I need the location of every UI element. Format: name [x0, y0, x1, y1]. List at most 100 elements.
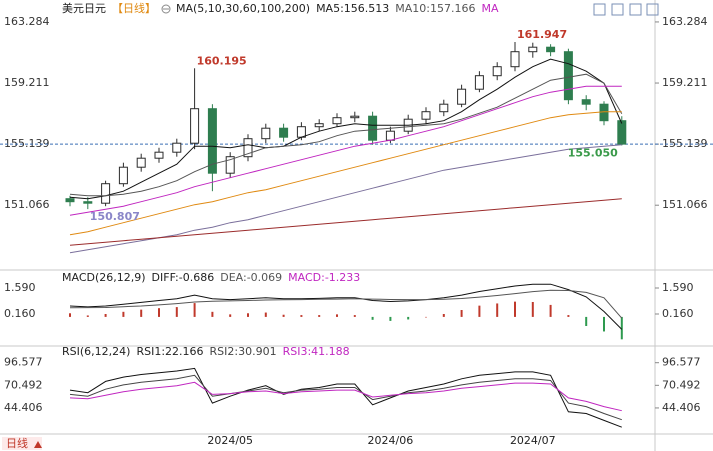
- candle-body: [563, 51, 573, 101]
- candle-body: [368, 115, 378, 141]
- macd-bar: [442, 314, 445, 317]
- y-tick-label: 44.406: [662, 401, 701, 414]
- macd-bar: [122, 311, 125, 317]
- macd-bar: [514, 301, 516, 317]
- macd-bar: [460, 310, 463, 317]
- macd-bar: [229, 314, 232, 317]
- legend-entry: MA: [482, 2, 499, 15]
- macd-bar: [193, 303, 196, 317]
- candle-body: [279, 127, 289, 138]
- macd-bar: [336, 314, 338, 317]
- icon[interactable]: [629, 3, 642, 16]
- y-tick-label: 70.492: [4, 378, 43, 391]
- rsi-line: [69, 381, 622, 412]
- rsi-line: [69, 374, 622, 421]
- macd-bar: [353, 315, 356, 317]
- y-tick-label: 0.160: [4, 307, 36, 320]
- legend-entry: DIFF:-0.686: [152, 271, 215, 284]
- period-label: 【日线】: [112, 1, 156, 15]
- macd-bar: [247, 313, 249, 317]
- macd-bar: [318, 315, 321, 317]
- y-tick-label: 151.066: [4, 198, 50, 211]
- indicator-label: MA(5,10,30,60,100,200): [176, 2, 310, 15]
- candle-body: [350, 115, 360, 119]
- macd-bar: [603, 316, 605, 332]
- icon[interactable]: [646, 3, 659, 16]
- x-tick-label: 2024/05: [207, 434, 253, 447]
- y-tick-label: 1.590: [662, 281, 694, 294]
- y-tick-label: 155.139: [662, 137, 708, 150]
- y-tick-label: 96.577: [4, 356, 43, 369]
- macd-bar: [567, 315, 570, 317]
- candle-body: [207, 108, 217, 174]
- ma-line: [69, 198, 622, 246]
- candle-body: [421, 111, 431, 120]
- legend-entry: RSI2:30.901: [210, 345, 277, 358]
- candle-body: [332, 117, 342, 125]
- macd-bar: [549, 304, 552, 317]
- legend-entry: RSI1:22.166: [136, 345, 203, 358]
- footer-tab[interactable]: [2, 437, 42, 450]
- candle-body: [118, 166, 128, 185]
- extreme-label: 161.947: [517, 28, 567, 41]
- x-tick-label: 2024/07: [510, 434, 556, 447]
- candle-body: [581, 99, 591, 105]
- extreme-label: 155.050: [568, 146, 618, 159]
- legend-entry: DEA:-0.069: [220, 271, 282, 284]
- y-tick-label: 163.284: [662, 15, 708, 28]
- footer-arrow[interactable]: [34, 441, 42, 448]
- icon: [161, 4, 171, 14]
- candle-body: [546, 46, 556, 53]
- candle-body: [617, 120, 627, 145]
- toolbar-icons: [593, 3, 659, 16]
- y-tick-label: 44.406: [4, 401, 43, 414]
- candle-body: [261, 127, 271, 140]
- candle-body: [65, 198, 75, 203]
- macd-bar: [407, 316, 410, 320]
- icon[interactable]: [611, 3, 624, 16]
- y-tick-label: 96.577: [662, 356, 701, 369]
- macd-bar: [282, 314, 285, 317]
- macd-bar: [104, 314, 107, 317]
- chart-title: MACD(26,12,9): [62, 271, 146, 284]
- macd-bar: [175, 307, 178, 317]
- extreme-label: 150.807: [90, 210, 140, 223]
- macd-bar: [264, 312, 267, 317]
- candle-body: [457, 88, 467, 105]
- macd-bar: [300, 315, 303, 317]
- y-tick-label: 0.160: [662, 307, 694, 320]
- chart-title: 美元日元: [62, 2, 106, 15]
- macd-bar: [140, 309, 143, 317]
- y-tick-label: 1.590: [4, 281, 36, 294]
- macd-bar: [158, 308, 160, 317]
- y-tick-label: 70.492: [662, 378, 701, 391]
- macd-bar: [531, 302, 534, 317]
- candle-body: [172, 142, 182, 153]
- candle-body: [510, 51, 520, 68]
- candle-body: [243, 138, 253, 158]
- candle-body: [528, 46, 538, 53]
- icon[interactable]: [593, 3, 606, 16]
- macd-bar: [478, 305, 481, 317]
- x-tick-label: 2024/06: [368, 434, 414, 447]
- rsi-line: [69, 367, 622, 428]
- candle-body: [439, 103, 449, 113]
- candle-body: [225, 156, 235, 174]
- legend-entry: MA10:157.166: [395, 2, 475, 15]
- ma-line: [69, 111, 622, 236]
- ma-line: [69, 73, 623, 197]
- candle-body: [474, 75, 484, 90]
- candle-body: [101, 183, 111, 204]
- macd-bar: [496, 303, 499, 317]
- y-tick-label: 163.284: [4, 15, 50, 28]
- candle-body: [385, 130, 395, 141]
- macd-line: [69, 289, 623, 319]
- macd-bar: [425, 316, 427, 318]
- candle-body: [492, 66, 502, 77]
- candle-body: [136, 157, 146, 168]
- candle-body: [83, 201, 93, 204]
- legend-entry: MA5:156.513: [316, 2, 389, 15]
- macd-bar: [371, 316, 374, 320]
